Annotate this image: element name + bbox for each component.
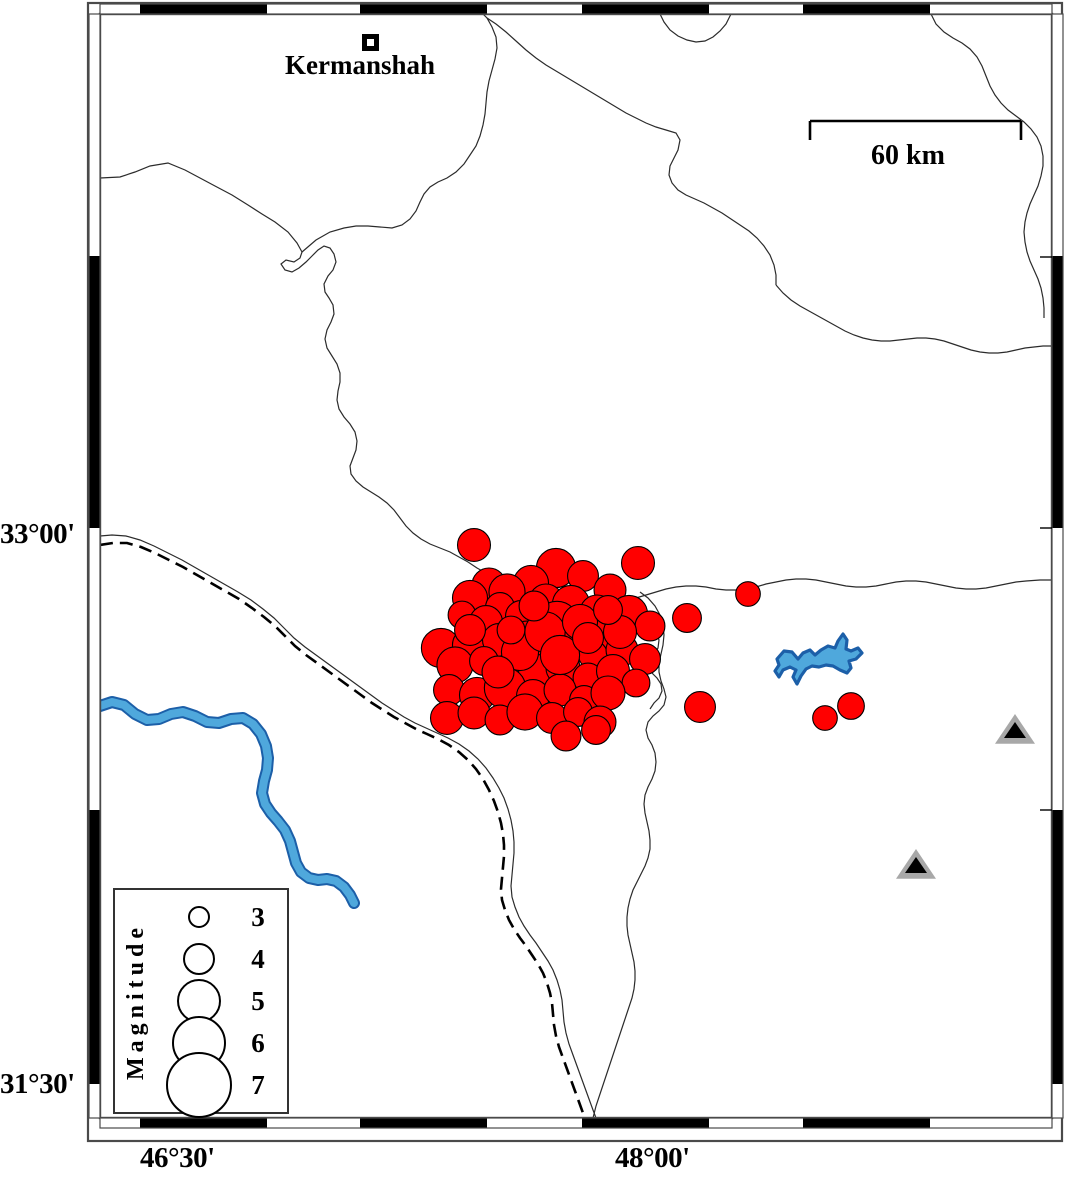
longitude-tick-label-46-30: 46°30' [140, 1142, 215, 1174]
earthquake-epicenter [572, 622, 604, 654]
administrative-boundaries [100, 14, 1052, 1118]
earthquake-epicenter [812, 705, 838, 731]
earthquake-epicenter [518, 590, 550, 622]
city-label-kermanshah: Kermanshah [285, 50, 436, 80]
frame-ticks-top [99, 3, 1053, 15]
lake-reservoir [773, 632, 864, 686]
map-frame [86, 1, 1064, 1143]
station-layer [896, 714, 1035, 879]
frame-ticks-left [88, 13, 101, 1119]
magnitude-legend-value: 5 [251, 985, 265, 1016]
magnitude-legend-row: 3 [160, 896, 286, 938]
earthquake-epicenter [539, 634, 581, 676]
earthquake-epicenter [550, 720, 582, 752]
frame-lat-tick-marks [1040, 256, 1052, 811]
frame-ticks-right [1051, 13, 1064, 1119]
frame-ticks-bottom [99, 1117, 1053, 1129]
earthquake-epicenter [581, 715, 611, 745]
earthquake-epicenter [456, 527, 492, 563]
earthquake-epicenter [593, 595, 623, 625]
seismic-station-marker [1004, 722, 1026, 738]
earthquake-epicenter [590, 675, 626, 711]
magnitude-legend-value: 7 [251, 1069, 265, 1100]
magnitude-legend-row: 4 [160, 938, 286, 980]
scale-bar-label: 60 km [871, 140, 945, 171]
latitude-tick-label-31-30: 31°30' [0, 1068, 75, 1100]
magnitude-legend-symbol-cell [160, 943, 238, 975]
magnitude-legend-circle [183, 943, 215, 975]
earthquake-epicenter [620, 545, 656, 581]
earthquake-epicenter [684, 691, 716, 723]
earthquake-epicenter [454, 614, 486, 646]
earthquake-epicenter [621, 668, 651, 698]
magnitude-legend-value: 4 [251, 943, 265, 974]
latitude-tick-label-33-00: 33°00' [0, 518, 75, 550]
international-border [100, 541, 588, 1118]
longitude-tick-label-48-00: 48°00' [615, 1142, 690, 1174]
earthquake-epicenter [837, 692, 865, 720]
earthquake-epicenter [496, 615, 526, 645]
magnitude-legend-row: 7 [160, 1052, 286, 1118]
seismic-station-marker [905, 857, 927, 873]
magnitude-legend-symbol-cell [160, 906, 238, 928]
magnitude-legend-value: 3 [251, 901, 265, 932]
earthquake-epicenter [735, 581, 761, 607]
magnitude-legend-circle [188, 906, 210, 928]
earthquake-epicenter [672, 603, 702, 633]
earthquake-epicenter-layer [420, 527, 865, 752]
city-marker-kermanshah [362, 34, 379, 51]
scale-bar [808, 119, 1023, 140]
magnitude-legend-symbol-cell [160, 1052, 238, 1118]
magnitude-legend-value: 6 [251, 1027, 265, 1058]
magnitude-legend-circle [166, 1052, 232, 1118]
river-feature [100, 696, 360, 909]
magnitude-legend-row: 5 [160, 979, 286, 1023]
earthquake-epicenter [634, 610, 666, 642]
earthquake-epicenter [481, 655, 515, 689]
